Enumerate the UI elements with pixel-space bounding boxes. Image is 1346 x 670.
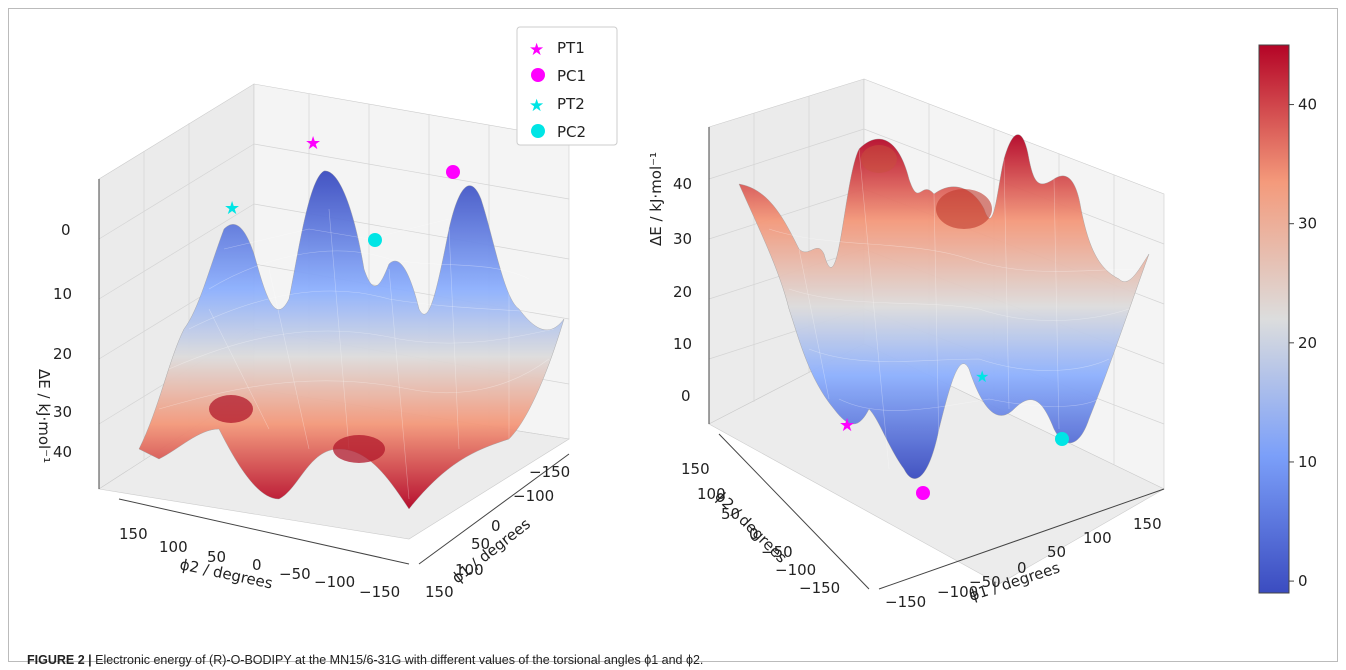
left-xtick: −100 (314, 573, 355, 591)
colorbar-tick-label: 30 (1298, 215, 1317, 233)
left-ytick: 50 (471, 535, 490, 553)
left-marker-pc2 (368, 233, 382, 247)
right-marker-pc2 (1055, 432, 1069, 446)
left-ytick: 0 (491, 517, 501, 535)
left-yticks: 150 100 50 0 −100 −150 (425, 463, 570, 601)
colorbar-tick-label: 40 (1298, 96, 1317, 114)
left-ztick-30: 30 (53, 403, 72, 421)
right-ytick: −50 (761, 543, 793, 561)
right-peak-2 (861, 145, 897, 173)
right-marker-pc1 (916, 486, 930, 500)
legend-marker-pc2 (531, 124, 545, 138)
left-marker-pc1 (446, 165, 460, 179)
left-marker-pt1: ★ (305, 133, 321, 154)
right-peak-1 (936, 189, 992, 229)
colorbar-ticks: 40 30 20 10 0 (1289, 96, 1317, 590)
right-xtick: 100 (1083, 529, 1112, 547)
left-ztick-0: 0 (61, 221, 71, 239)
caption-label: FIGURE 2 | (27, 653, 92, 667)
right-ylabel: ϕ2 / degrees (711, 487, 791, 567)
left-xtick: 100 (159, 538, 188, 556)
caption-text: Electronic energy of (R)-O-BODIPY at the… (95, 653, 704, 667)
right-ytick: 50 (721, 505, 740, 523)
legend-label-pc2: PC2 (557, 123, 586, 141)
right-ztick-40: 40 (673, 175, 692, 193)
right-xtick: 150 (1133, 515, 1162, 533)
right-ytick: 150 (681, 460, 710, 478)
right-surface-plot: 0 10 20 30 40 ΔE / kJ·mol⁻¹ 150 100 50 0… (647, 78, 1165, 611)
colorbar-gradient (1258, 44, 1290, 594)
legend-label-pc1: PC1 (557, 67, 586, 85)
right-ztick-10: 10 (673, 335, 692, 353)
right-xtick: −50 (969, 573, 1001, 591)
legend-marker-pt2: ★ (529, 96, 544, 116)
right-xtick: 50 (1047, 543, 1066, 561)
right-ztick-0: 0 (681, 387, 691, 405)
left-ytick: −150 (529, 463, 570, 481)
left-xaxis-line (118, 498, 410, 565)
right-xtick: 0 (1017, 559, 1027, 577)
legend-marker-pt1: ★ (529, 40, 544, 60)
left-xticks: 150 100 50 0 −50 −100 −150 (119, 525, 400, 601)
left-valley-1 (209, 395, 253, 423)
left-xtick: −50 (279, 565, 311, 583)
legend: ★ PT1 PC1 ★ PT2 PC2 (516, 26, 618, 146)
legend-marker-pc1 (531, 68, 545, 82)
colorbar-tick-label: 10 (1298, 453, 1317, 471)
left-ztick-20: 20 (53, 345, 72, 363)
left-ytick: 150 (425, 583, 454, 601)
legend-label-pt2: PT2 (557, 95, 585, 113)
legend-box (516, 26, 618, 146)
right-marker-pt2: ★ (975, 367, 989, 386)
colorbar-tick-label: 20 (1298, 334, 1317, 352)
right-marker-pt1: ★ (839, 415, 855, 436)
right-zlabel: ΔE / kJ·mol⁻¹ (647, 152, 665, 246)
legend-label-pt1: PT1 (557, 39, 585, 57)
right-xtick: −100 (937, 583, 978, 601)
left-ztick-40: 40 (53, 443, 72, 461)
left-xtick: 150 (119, 525, 148, 543)
left-yaxis-line (418, 453, 570, 565)
right-ztick-30: 30 (673, 230, 692, 248)
right-ytick: 0 (749, 525, 759, 543)
left-ytick: 100 (455, 561, 484, 579)
right-xaxis-line (878, 488, 1165, 590)
figure-caption: FIGURE 2 | Electronic energy of (R)-O-BO… (27, 653, 703, 667)
left-xtick: 0 (252, 556, 262, 574)
colorbar: 40 30 20 10 0 (1258, 44, 1317, 594)
left-zlabel: ΔE / kJ·mol⁻¹ (35, 369, 53, 463)
right-yticks: 150 100 50 0 −50 −100 −150 (681, 460, 840, 597)
left-xtick: 50 (207, 548, 226, 566)
right-ytick: −150 (799, 579, 840, 597)
right-xticks: −150 −100 −50 0 50 100 150 (885, 515, 1162, 611)
left-marker-pt2: ★ (224, 198, 240, 219)
left-ytick: −100 (513, 487, 554, 505)
figure-panel: 0 10 20 30 40 ΔE / kJ·mol⁻¹ 150 100 50 0… (8, 8, 1338, 667)
right-ztick-20: 20 (673, 283, 692, 301)
left-ztick-10: 10 (53, 285, 72, 303)
right-xtick: −150 (885, 593, 926, 611)
right-ytick: −100 (775, 561, 816, 579)
colorbar-tick-label: 0 (1298, 572, 1308, 590)
left-surface-plot: 0 10 20 30 40 ΔE / kJ·mol⁻¹ 150 100 50 0… (35, 83, 570, 601)
right-surface-mesh (768, 148, 1140, 470)
left-xtick: −150 (359, 583, 400, 601)
left-valley-2 (333, 435, 385, 463)
left-surface-mesh (158, 208, 560, 500)
figure-svg: 0 10 20 30 40 ΔE / kJ·mol⁻¹ 150 100 50 0… (35, 26, 1317, 611)
right-ytick: 100 (697, 485, 726, 503)
right-yaxis-line (718, 433, 870, 590)
